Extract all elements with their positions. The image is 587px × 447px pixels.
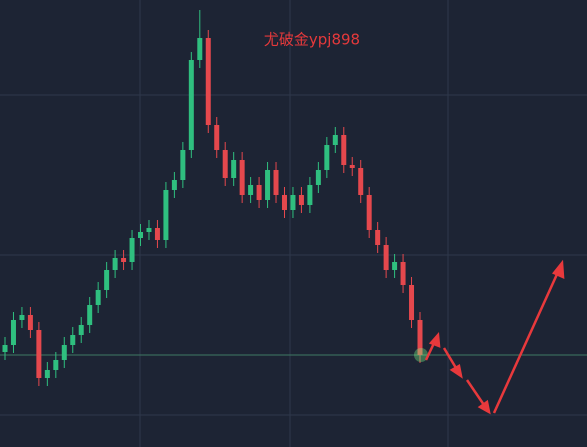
candle-body: [10, 320, 16, 345]
candle-body: [349, 165, 355, 168]
arrow-head: [428, 331, 441, 348]
candle-body: [231, 160, 237, 178]
candle-body: [256, 185, 262, 200]
arrow-head: [552, 259, 565, 279]
candle-body: [138, 232, 144, 238]
candle-body: [290, 195, 296, 210]
candle-body: [78, 325, 84, 335]
candle-body: [104, 270, 110, 290]
candle-body: [332, 135, 338, 145]
arrow-head: [477, 399, 491, 415]
arrows: [424, 259, 565, 415]
candles: [2, 10, 423, 386]
candle-body: [44, 370, 50, 378]
candle-body: [53, 360, 59, 370]
candle-body: [129, 238, 135, 262]
candle-body: [214, 125, 220, 150]
candle-body: [36, 330, 42, 378]
candle-body: [315, 170, 321, 185]
candle-body: [95, 290, 101, 305]
candle-body: [19, 315, 25, 320]
candle-body: [392, 262, 398, 270]
candle-body: [298, 195, 304, 205]
candle-body: [248, 185, 254, 195]
candle-body: [154, 228, 160, 240]
arrow: [492, 271, 560, 414]
candle-body: [358, 168, 364, 195]
candle-body: [87, 305, 93, 325]
candle-body: [171, 180, 177, 190]
candle-body: [188, 60, 194, 150]
candle-body: [239, 160, 245, 195]
arrow-head: [449, 364, 463, 379]
candle-body: [205, 38, 211, 125]
candle-body: [400, 262, 406, 285]
candle-body: [121, 258, 127, 262]
candle-body: [197, 38, 203, 60]
candle-body: [324, 145, 330, 170]
candle-body: [222, 150, 228, 178]
candle-body: [180, 150, 186, 180]
candle-body: [70, 335, 76, 345]
candle-body: [273, 170, 279, 195]
candle-body: [366, 195, 372, 230]
candle-body: [61, 345, 67, 360]
candle-body: [383, 245, 389, 270]
candle-body: [2, 345, 8, 352]
candle-body: [146, 228, 152, 232]
arrow: [465, 379, 486, 406]
candle-body: [27, 315, 33, 330]
candle-body: [341, 135, 347, 165]
candle-body: [375, 230, 381, 245]
chart-title: 尤破金ypj898: [264, 31, 360, 49]
glow: [414, 348, 428, 362]
candle-body: [409, 285, 415, 320]
candle-body: [112, 258, 118, 270]
candle-body: [265, 170, 271, 200]
candle-body: [281, 195, 287, 210]
arrow: [442, 347, 458, 369]
candle-body: [163, 190, 169, 240]
candle-body: [307, 185, 313, 205]
candle-body: [417, 320, 423, 355]
